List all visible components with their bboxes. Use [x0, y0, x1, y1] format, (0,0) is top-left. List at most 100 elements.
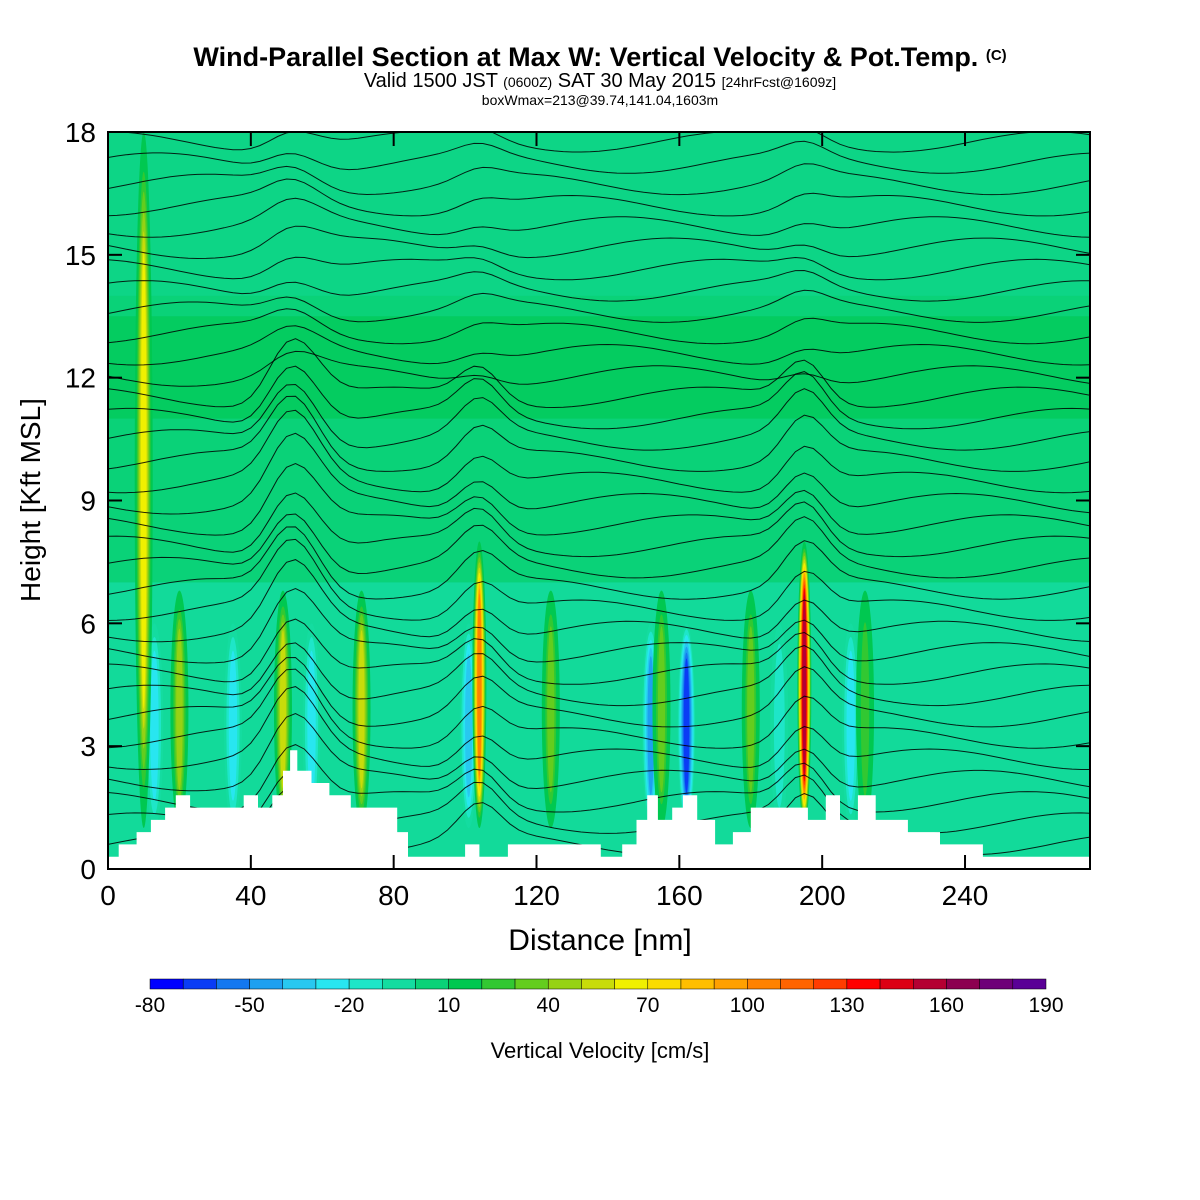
isentrope-line [108, 338, 1090, 409]
colorbar-swatch [680, 978, 715, 990]
colorbar-tick-label: 160 [929, 994, 964, 1017]
isentrope-line [108, 513, 1090, 579]
colorbar-swatch [1012, 978, 1047, 990]
velocity-field [108, 132, 1090, 869]
colorbar-swatch [348, 978, 383, 990]
y-tick-label: 0 [80, 854, 96, 885]
y-tick-label: 15 [65, 240, 96, 271]
isentrope-line [108, 163, 1090, 196]
colorbar-swatch [979, 978, 1014, 990]
isentrope-line [108, 269, 1090, 302]
x-tick-label: 80 [378, 880, 409, 911]
isentrope-line [108, 712, 1090, 792]
isentrope-line [108, 409, 1090, 494]
colorbar-swatch [581, 978, 615, 990]
x-tick-label: 200 [799, 880, 846, 911]
downdraft-cell [846, 650, 855, 801]
isentrope-line [108, 197, 1090, 238]
y-tick-label: 9 [80, 486, 96, 517]
colorbar-swatch [547, 978, 582, 990]
isentrope-line [108, 395, 1090, 472]
x-tick-label: 0 [100, 880, 116, 911]
downdraft-cell [228, 650, 238, 801]
colorbar-ticks: -80 -50 -20 10 40 70 100 130 160 190 [135, 994, 1064, 1017]
updraft-cell [279, 630, 286, 789]
colorbar-swatch [448, 978, 483, 990]
updraft-cell [747, 626, 755, 793]
y-tick-label: 3 [80, 731, 96, 762]
isentrope-line [108, 365, 1090, 430]
terrain [108, 750, 1090, 869]
colorbar-swatch [813, 978, 848, 990]
colorbar-tick-label: 70 [636, 994, 659, 1017]
colorbar-tick-label: 100 [730, 994, 765, 1017]
updraft-cell [477, 593, 482, 776]
isentrope-line [108, 350, 1090, 387]
isentrope-line [108, 308, 1090, 345]
isentrope-line [108, 325, 1090, 366]
colorbar-swatch [382, 978, 416, 990]
isentrope-line [108, 256, 1090, 281]
chart-subtitle: Valid 1500 JST (0600Z) SAT 30 May 2015 [… [363, 70, 837, 92]
isentrope-line [108, 656, 1090, 728]
colorbar [149, 978, 1047, 990]
isentrope-line [108, 538, 1090, 621]
colorbar-swatch [481, 978, 516, 990]
colorbar-swatch [946, 978, 980, 990]
x-tick-label: 120 [513, 880, 560, 911]
colorbar-swatch [713, 978, 748, 990]
isentrope-line [108, 132, 1090, 153]
isentrope-line [108, 668, 1090, 749]
colorbar-swatch [315, 978, 350, 990]
isentrope-line [108, 587, 1090, 664]
colorbar-swatch [514, 978, 549, 990]
updraft-cell [140, 251, 147, 709]
isentrope-line [108, 383, 1090, 451]
colorbar-label: Vertical Velocity [cm/s] [491, 1038, 710, 1063]
x-tick-label: 160 [656, 880, 703, 911]
y-tick-label: 18 [65, 117, 96, 148]
isentrope-line [108, 526, 1090, 600]
updraft-cell [657, 626, 666, 793]
updraft-cell [802, 595, 807, 775]
isentrope-line [108, 686, 1090, 771]
y-axis-label: Height [Kft MSL] [15, 398, 46, 602]
colorbar-swatch [647, 978, 682, 990]
colorbar-tick-label: 40 [537, 994, 560, 1017]
colorbar-tick-label: -80 [135, 994, 165, 1017]
colorbar-swatch [879, 978, 914, 990]
colorbar-swatch [415, 978, 449, 990]
colorbar-swatch [249, 978, 283, 990]
chart-title: Wind-Parallel Section at Max W: Vertical… [193, 42, 1007, 72]
upper-layer [108, 132, 1090, 296]
colorbar-tick-label: -50 [234, 994, 264, 1017]
isentrope-line [108, 492, 1090, 558]
x-tick-label: 240 [942, 880, 989, 911]
colorbar-swatch [747, 978, 781, 990]
colorbar-swatch [614, 978, 649, 990]
x-axis: 0 40 80 120 160 200 240 [100, 132, 988, 911]
x-axis-label: Distance [nm] [508, 924, 691, 957]
isentrope-line [108, 289, 1090, 323]
colorbar-swatch [149, 978, 184, 990]
updraft-cell [860, 622, 870, 797]
isentrope-line [108, 642, 1090, 707]
y-axis: 0 3 6 9 12 15 18 [65, 117, 1090, 885]
colorbar-swatch [846, 978, 881, 990]
isentrope-line [108, 432, 1090, 515]
chart-subtitle-box-wmax: boxWmax=213@39.74,141.04,1603m [481, 92, 719, 108]
colorbar-swatch [780, 978, 814, 990]
colorbar-swatch [216, 978, 250, 990]
downdraft-cell [150, 650, 159, 801]
downdraft-cell [465, 654, 473, 798]
x-tick-label: 40 [235, 880, 266, 911]
isentrope-line [108, 225, 1090, 260]
y-tick-label: 6 [80, 608, 96, 639]
isentrope-line [108, 744, 1090, 813]
isentrope-line [108, 559, 1090, 643]
colorbar-tick-label: 10 [437, 994, 460, 1017]
isentrope-line [108, 178, 1090, 217]
isentrope-line [108, 140, 1090, 174]
downdraft-cell [683, 658, 690, 793]
